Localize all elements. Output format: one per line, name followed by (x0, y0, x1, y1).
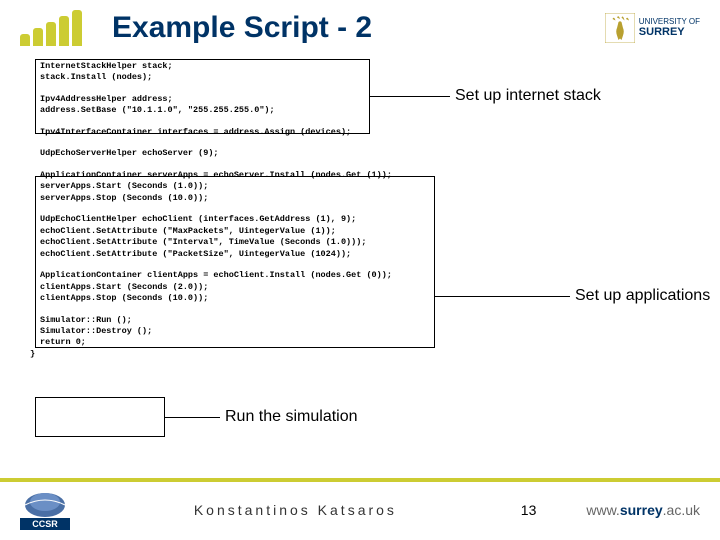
box-stack (35, 59, 370, 134)
author-name: Konstantinos Katsaros (80, 502, 511, 518)
university-name: UNIVERSITY OF SURREY (639, 18, 700, 39)
stag-icon (605, 13, 635, 43)
box-apps (35, 176, 435, 348)
annotation-run: Run the simulation (225, 408, 358, 426)
footer-url: www.surrey.ac.uk (586, 502, 700, 518)
svg-text:CCSR: CCSR (32, 519, 58, 529)
slide-header: Example Script - 2 UNIVERSITY OF SURREY (0, 0, 720, 51)
page-number: 13 (521, 502, 537, 518)
annotation-apps: Set up applications (575, 287, 710, 305)
connector-apps (435, 296, 570, 297)
bars-logo-icon (20, 10, 82, 46)
connector-run (165, 417, 220, 418)
connector-stack (370, 96, 450, 97)
ccsr-logo-icon: CCSR (20, 490, 70, 530)
slide-content: InternetStackHelper stack; stack.Install… (0, 51, 720, 360)
slide-title: Example Script - 2 (112, 11, 605, 45)
code-block-4: UdpEchoServerHelper echoServer (9); (40, 148, 690, 159)
code-closing-brace: } (30, 349, 690, 360)
box-run (35, 397, 165, 437)
slide-footer: CCSR Konstantinos Katsaros 13 www.surrey… (0, 478, 720, 540)
footer-divider (0, 478, 720, 482)
university-logo: UNIVERSITY OF SURREY (605, 13, 700, 43)
annotation-stack: Set up internet stack (455, 87, 601, 105)
